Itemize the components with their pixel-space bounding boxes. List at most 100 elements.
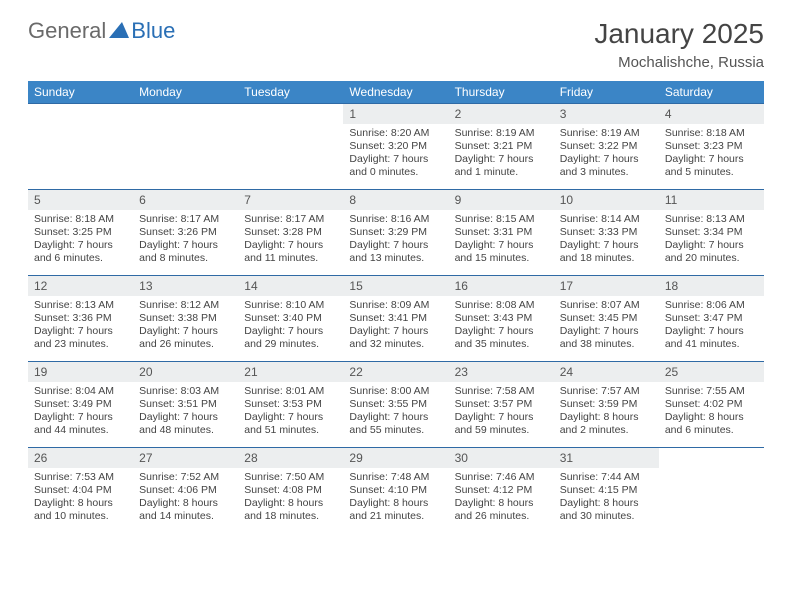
- daylight-text-2: and 5 minutes.: [665, 166, 758, 179]
- calendar-cell: 19Sunrise: 8:04 AMSunset: 3:49 PMDayligh…: [28, 362, 133, 448]
- day-details: Sunrise: 7:52 AMSunset: 4:06 PMDaylight:…: [133, 468, 238, 528]
- day-details: Sunrise: 8:03 AMSunset: 3:51 PMDaylight:…: [133, 382, 238, 442]
- day-number: 20: [133, 362, 238, 382]
- daylight-text-1: Daylight: 7 hours: [139, 325, 232, 338]
- weekday-header: Saturday: [659, 81, 764, 104]
- day-number: 26: [28, 448, 133, 468]
- weekday-header: Wednesday: [343, 81, 448, 104]
- day-number: 21: [238, 362, 343, 382]
- day-details: Sunrise: 8:08 AMSunset: 3:43 PMDaylight:…: [449, 296, 554, 356]
- daylight-text-1: Daylight: 7 hours: [455, 325, 548, 338]
- day-details: Sunrise: 7:58 AMSunset: 3:57 PMDaylight:…: [449, 382, 554, 442]
- weekday-header: Tuesday: [238, 81, 343, 104]
- daylight-text-1: Daylight: 7 hours: [349, 153, 442, 166]
- calendar-cell: 7Sunrise: 8:17 AMSunset: 3:28 PMDaylight…: [238, 190, 343, 276]
- day-details: Sunrise: 8:17 AMSunset: 3:28 PMDaylight:…: [238, 210, 343, 270]
- sunrise-text: Sunrise: 7:53 AM: [34, 471, 127, 484]
- daylight-text-1: Daylight: 7 hours: [560, 325, 653, 338]
- weekday-header: Sunday: [28, 81, 133, 104]
- day-details: Sunrise: 8:19 AMSunset: 3:21 PMDaylight:…: [449, 124, 554, 184]
- calendar-cell: 12Sunrise: 8:13 AMSunset: 3:36 PMDayligh…: [28, 276, 133, 362]
- sunrise-text: Sunrise: 8:04 AM: [34, 385, 127, 398]
- daylight-text-1: Daylight: 7 hours: [349, 239, 442, 252]
- day-number: 7: [238, 190, 343, 210]
- header: General Blue January 2025 Mochalishche, …: [28, 18, 764, 71]
- calendar-cell: 9Sunrise: 8:15 AMSunset: 3:31 PMDaylight…: [449, 190, 554, 276]
- calendar-cell: 22Sunrise: 8:00 AMSunset: 3:55 PMDayligh…: [343, 362, 448, 448]
- calendar-cell: 25Sunrise: 7:55 AMSunset: 4:02 PMDayligh…: [659, 362, 764, 448]
- calendar-week-row: 1Sunrise: 8:20 AMSunset: 3:20 PMDaylight…: [28, 104, 764, 190]
- daylight-text-1: Daylight: 7 hours: [139, 411, 232, 424]
- title-block: January 2025 Mochalishche, Russia: [594, 18, 764, 71]
- calendar-cell: 10 Sunrise: 8:14 AMSunset: 3:33 PMDayligh…: [554, 190, 659, 276]
- day-number: 12: [28, 276, 133, 296]
- daylight-text-1: Daylight: 7 hours: [455, 411, 548, 424]
- calendar-cell: [133, 104, 238, 190]
- day-number: 1: [343, 104, 448, 124]
- logo: General Blue: [28, 18, 175, 44]
- calendar-cell: 15Sunrise: 8:09 AMSunset: 3:41 PMDayligh…: [343, 276, 448, 362]
- day-details: Sunrise: 8:12 AMSunset: 3:38 PMDaylight:…: [133, 296, 238, 356]
- day-number: 4: [659, 104, 764, 124]
- sunrise-text: Sunrise: 8:19 AM: [560, 127, 653, 140]
- weekday-header-row: Sunday Monday Tuesday Wednesday Thursday…: [28, 81, 764, 104]
- daylight-text-2: and 15 minutes.: [455, 252, 548, 265]
- day-details: Sunrise: 8:09 AMSunset: 3:41 PMDaylight:…: [343, 296, 448, 356]
- day-number: 9: [449, 190, 554, 210]
- daylight-text-2: and 55 minutes.: [349, 424, 442, 437]
- calendar-table: Sunday Monday Tuesday Wednesday Thursday…: [28, 81, 764, 534]
- day-details: Sunrise: 7:55 AMSunset: 4:02 PMDaylight:…: [659, 382, 764, 442]
- calendar-cell: 30Sunrise: 7:46 AMSunset: 4:12 PMDayligh…: [449, 448, 554, 534]
- day-details: Sunrise: 8:01 AMSunset: 3:53 PMDaylight:…: [238, 382, 343, 442]
- sunset-text: Sunset: 3:33 PM: [560, 226, 653, 239]
- calendar-cell: 24Sunrise: 7:57 AMSunset: 3:59 PMDayligh…: [554, 362, 659, 448]
- day-details: Sunrise: 8:00 AMSunset: 3:55 PMDaylight:…: [343, 382, 448, 442]
- daylight-text-2: and 21 minutes.: [349, 510, 442, 523]
- daylight-text-2: and 11 minutes.: [244, 252, 337, 265]
- sunrise-text: Sunrise: 8:13 AM: [34, 299, 127, 312]
- day-number: 10: [554, 190, 659, 210]
- sunset-text: Sunset: 3:51 PM: [139, 398, 232, 411]
- sunrise-text: Sunrise: 8:12 AM: [139, 299, 232, 312]
- daylight-text-1: Daylight: 7 hours: [560, 239, 653, 252]
- daylight-text-1: Daylight: 8 hours: [139, 497, 232, 510]
- sunset-text: Sunset: 3:21 PM: [455, 140, 548, 153]
- sunrise-text: Sunrise: 8:08 AM: [455, 299, 548, 312]
- calendar-cell: 27Sunrise: 7:52 AMSunset: 4:06 PMDayligh…: [133, 448, 238, 534]
- day-number: 25: [659, 362, 764, 382]
- sunset-text: Sunset: 3:55 PM: [349, 398, 442, 411]
- sunset-text: Sunset: 3:34 PM: [665, 226, 758, 239]
- daylight-text-1: Daylight: 7 hours: [34, 325, 127, 338]
- daylight-text-1: Daylight: 7 hours: [455, 153, 548, 166]
- day-details: Sunrise: 7:50 AMSunset: 4:08 PMDaylight:…: [238, 468, 343, 528]
- sunrise-text: Sunrise: 7:55 AM: [665, 385, 758, 398]
- daylight-text-2: and 13 minutes.: [349, 252, 442, 265]
- logo-text-2: Blue: [131, 18, 175, 44]
- sunset-text: Sunset: 4:10 PM: [349, 484, 442, 497]
- sunrise-text: Sunrise: 8:18 AM: [665, 127, 758, 140]
- sunset-text: Sunset: 3:31 PM: [455, 226, 548, 239]
- calendar-cell: 6Sunrise: 8:17 AMSunset: 3:26 PMDaylight…: [133, 190, 238, 276]
- day-details: Sunrise: 8:10 AMSunset: 3:40 PMDaylight:…: [238, 296, 343, 356]
- sunrise-text: Sunrise: 8:17 AM: [244, 213, 337, 226]
- sunrise-text: Sunrise: 8:14 AM: [560, 213, 653, 226]
- daylight-text-1: Daylight: 7 hours: [244, 239, 337, 252]
- day-details: Sunrise: 8:13 AMSunset: 3:36 PMDaylight:…: [28, 296, 133, 356]
- day-number: 3: [554, 104, 659, 124]
- daylight-text-1: Daylight: 7 hours: [349, 325, 442, 338]
- daylight-text-2: and 35 minutes.: [455, 338, 548, 351]
- sunrise-text: Sunrise: 7:58 AM: [455, 385, 548, 398]
- sunset-text: Sunset: 3:40 PM: [244, 312, 337, 325]
- calendar-cell: 28Sunrise: 7:50 AMSunset: 4:08 PMDayligh…: [238, 448, 343, 534]
- logo-triangle-icon: [109, 18, 129, 44]
- day-number: 13: [133, 276, 238, 296]
- daylight-text-1: Daylight: 8 hours: [244, 497, 337, 510]
- day-number: 8: [343, 190, 448, 210]
- sunset-text: Sunset: 3:29 PM: [349, 226, 442, 239]
- day-number: 16: [449, 276, 554, 296]
- sunset-text: Sunset: 4:06 PM: [139, 484, 232, 497]
- sunset-text: Sunset: 3:53 PM: [244, 398, 337, 411]
- sunrise-text: Sunrise: 8:01 AM: [244, 385, 337, 398]
- daylight-text-1: Daylight: 8 hours: [349, 497, 442, 510]
- calendar-body: 1Sunrise: 8:20 AMSunset: 3:20 PMDaylight…: [28, 104, 764, 534]
